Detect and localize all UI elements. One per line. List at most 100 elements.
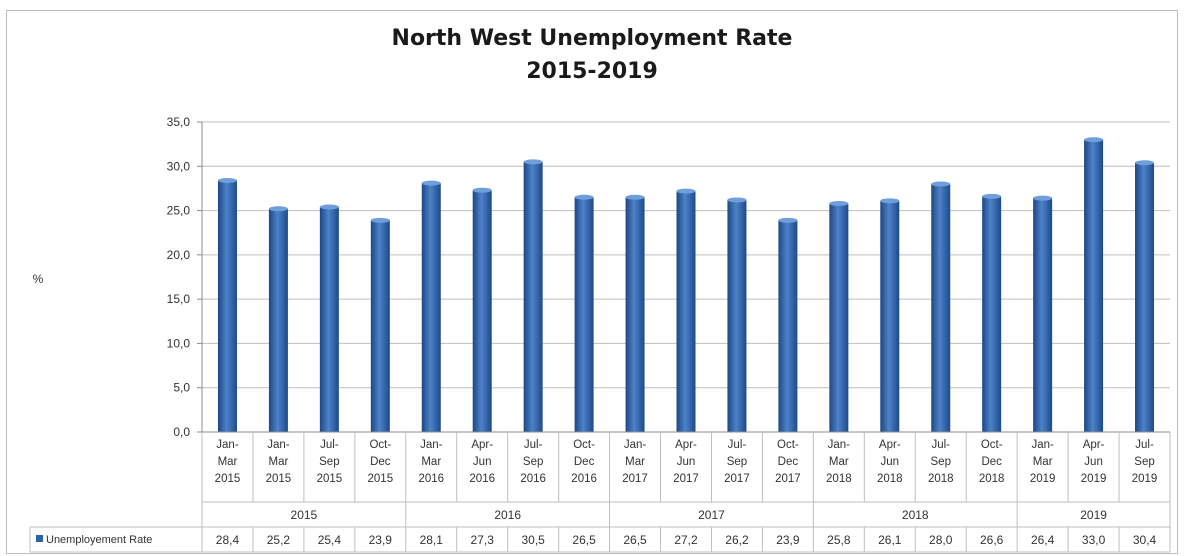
- x-tick-label: Jun: [1084, 456, 1103, 468]
- x-tick-label: Oct-: [981, 439, 1003, 451]
- x-tick-label: 2015: [317, 473, 343, 485]
- bar-top: [421, 180, 441, 186]
- x-tick-label: Jan-: [1031, 439, 1054, 451]
- bar: [472, 190, 492, 432]
- bar-top: [1135, 160, 1155, 166]
- bar-top: [472, 187, 492, 193]
- x-tick-label: 2015: [215, 473, 241, 485]
- year-group-label: 2019: [1080, 508, 1107, 522]
- y-tick-label: 10,0: [167, 336, 191, 350]
- bar-top: [217, 177, 237, 183]
- y-tick-label: 15,0: [167, 292, 191, 306]
- legend-swatch: [36, 535, 43, 542]
- y-axis-ticks: 0,0 5,0 10,0 15,0 20,0 25,0 30,0 35,0: [167, 115, 191, 439]
- x-tick-label: Dec: [778, 456, 799, 468]
- bar-top: [574, 194, 594, 200]
- x-tick-label: 2018: [979, 473, 1005, 485]
- data-value-label: 25,2: [267, 533, 291, 547]
- bar-top: [931, 181, 951, 187]
- bar: [625, 197, 645, 432]
- data-value-label: 30,5: [521, 533, 545, 547]
- bars: [217, 137, 1155, 432]
- data-value-label: 23,9: [776, 533, 800, 547]
- x-tick-label: Jan-: [624, 439, 647, 451]
- x-tick-label: 2016: [469, 473, 495, 485]
- bar-top: [523, 159, 543, 165]
- chart-title: North West Unemployment Rate: [391, 26, 793, 51]
- data-value-label: 33,0: [1082, 533, 1106, 547]
- data-value-label: 30,4: [1133, 533, 1157, 547]
- x-tick-label: Mar: [829, 456, 849, 468]
- bar: [982, 196, 1002, 432]
- bar: [217, 180, 237, 432]
- bar-top: [880, 198, 900, 204]
- chart-title-block: North West Unemployment Rate 2015-2019: [0, 22, 1184, 88]
- bar: [829, 203, 849, 432]
- y-tick-label: 25,0: [167, 204, 191, 218]
- x-tick-label: Sep: [931, 456, 951, 468]
- y-tick-label: 5,0: [173, 381, 190, 395]
- chart-frame: [6, 10, 1178, 554]
- x-tick-label: Apr-: [675, 439, 697, 451]
- x-tick-label: Dec: [981, 456, 1002, 468]
- x-tick-label: Jun: [881, 456, 900, 468]
- data-value-label: 27,3: [471, 533, 495, 547]
- y-tick-label: 0,0: [173, 425, 190, 439]
- data-value-label: 28,4: [216, 533, 240, 547]
- x-tick-label: Jan-: [828, 439, 851, 451]
- data-value-label: 25,8: [827, 533, 851, 547]
- y-tick-label: 20,0: [167, 248, 191, 262]
- x-tick-label: Oct-: [573, 439, 595, 451]
- bar: [778, 220, 798, 432]
- bar-top: [778, 217, 798, 223]
- bar-top: [268, 206, 288, 212]
- x-tick-label: Jan-: [267, 439, 290, 451]
- x-tick-label: Mar: [421, 456, 441, 468]
- y-tick-label: 30,0: [167, 159, 191, 173]
- x-tick-label: 2018: [928, 473, 954, 485]
- bar: [523, 161, 543, 432]
- year-group-label: 2015: [291, 508, 318, 522]
- bar: [1135, 162, 1155, 432]
- x-tick-label: 2018: [826, 473, 852, 485]
- x-tick-label: Jul-: [1135, 439, 1154, 451]
- x-tick-label: Sep: [319, 456, 339, 468]
- x-tick-label: Oct-: [369, 439, 391, 451]
- bar-top: [319, 204, 339, 210]
- x-tick-label: Sep: [1134, 456, 1154, 468]
- x-tick-label: Dec: [574, 456, 595, 468]
- x-tick-label: Jan-: [216, 439, 239, 451]
- x-tick-label: 2016: [520, 473, 546, 485]
- bar-top: [625, 194, 645, 200]
- bar: [1033, 198, 1053, 432]
- x-tick-label: 2019: [1081, 473, 1107, 485]
- data-value-label: 26,1: [878, 533, 902, 547]
- year-group-label: 2017: [698, 508, 725, 522]
- x-tick-label: Jul-: [524, 439, 543, 451]
- bar-top: [676, 188, 696, 194]
- x-tick-label: Mar: [625, 456, 645, 468]
- x-tick-label: 2017: [622, 473, 648, 485]
- x-tick-label: 2018: [877, 473, 903, 485]
- x-tick-label: 2017: [673, 473, 699, 485]
- bar: [574, 197, 594, 432]
- x-tick-label: Apr-: [1083, 439, 1105, 451]
- bar: [1084, 139, 1104, 432]
- bar-top: [1084, 137, 1104, 143]
- x-tick-label: 2016: [418, 473, 444, 485]
- data-table: Jan-Mar201528,4Jan-Mar201525,2Jul-Sep201…: [29, 431, 1171, 553]
- bar: [319, 207, 339, 432]
- x-tick-label: 2019: [1030, 473, 1056, 485]
- x-tick-label: Jun: [473, 456, 492, 468]
- year-group-label: 2018: [902, 508, 929, 522]
- x-tick-label: Sep: [727, 456, 747, 468]
- x-tick-label: Jul-: [320, 439, 339, 451]
- data-value-label: 26,6: [980, 533, 1004, 547]
- bar-top: [1033, 195, 1053, 201]
- x-tick-label: Oct-: [777, 439, 799, 451]
- x-tick-label: Apr-: [879, 439, 901, 451]
- bar: [880, 200, 900, 432]
- chart-subtitle: 2015-2019: [526, 59, 658, 84]
- y-axis-label: %: [33, 272, 44, 286]
